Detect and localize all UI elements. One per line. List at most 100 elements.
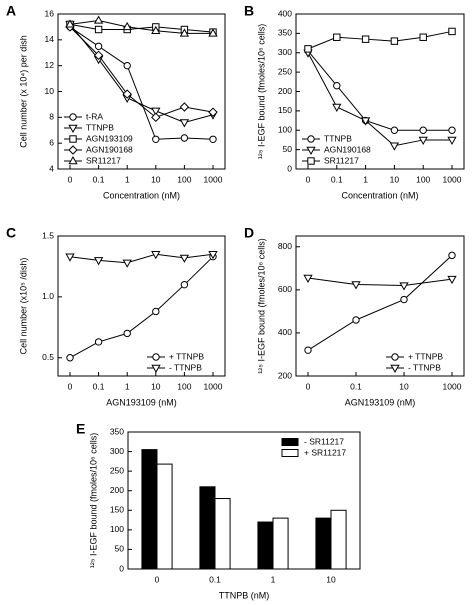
y-tick-label: 250 bbox=[110, 465, 124, 475]
marker bbox=[152, 353, 160, 361]
bar bbox=[199, 486, 216, 570]
legend-label: SR11217 bbox=[86, 155, 121, 165]
y-tick-label: 200 bbox=[110, 485, 124, 495]
marker bbox=[361, 35, 370, 43]
marker bbox=[307, 135, 315, 143]
plot-frame bbox=[295, 235, 465, 377]
x-tick-label: 0.1 bbox=[350, 381, 362, 391]
x-tick-label: 100 bbox=[177, 381, 191, 391]
marker bbox=[391, 353, 399, 361]
plot-frame bbox=[127, 431, 361, 570]
marker bbox=[179, 28, 190, 37]
x-tick-label: 0 bbox=[68, 381, 73, 391]
panel-label: C bbox=[6, 225, 16, 241]
x-tick-label: 0 bbox=[155, 574, 160, 584]
marker bbox=[390, 364, 400, 374]
series-line bbox=[307, 277, 453, 287]
x-axis-label: Concentration (nM) bbox=[341, 190, 418, 200]
marker bbox=[94, 25, 103, 34]
y-tick-label: 0 bbox=[119, 563, 124, 573]
marker bbox=[332, 103, 342, 113]
marker bbox=[307, 157, 315, 165]
plot-frame bbox=[57, 13, 226, 170]
plot-frame bbox=[57, 235, 226, 377]
y-tick-label: 150 bbox=[110, 505, 124, 515]
panel-label: E bbox=[76, 421, 85, 437]
series-line bbox=[307, 30, 453, 50]
marker bbox=[390, 37, 399, 45]
marker bbox=[151, 112, 161, 123]
bar bbox=[315, 517, 332, 570]
marker bbox=[123, 329, 131, 338]
panel-label: A bbox=[6, 3, 16, 19]
y-tick-label: 1.0 bbox=[42, 291, 54, 301]
x-axis-label: AGN193109 (nM) bbox=[345, 397, 416, 407]
marker bbox=[94, 42, 103, 50]
legend-label: + TTNPB bbox=[169, 351, 204, 361]
legend-label: SR11217 bbox=[324, 155, 359, 165]
marker bbox=[65, 19, 75, 28]
series-line bbox=[307, 52, 452, 147]
series-line bbox=[69, 24, 214, 124]
marker bbox=[152, 135, 160, 143]
x-tick-label: 10 bbox=[151, 174, 161, 184]
y-tick-label: 8 bbox=[49, 112, 54, 122]
legend-label: TTNPB bbox=[86, 122, 114, 132]
y-tick-label: 400 bbox=[278, 8, 292, 18]
y-tick-label: 50 bbox=[283, 144, 293, 154]
x-tick-label: 100 bbox=[416, 174, 430, 184]
y-tick-label: 16 bbox=[45, 8, 55, 18]
x-tick-label: 10 bbox=[390, 174, 400, 184]
y-tick-label: 0 bbox=[287, 163, 292, 173]
series-line bbox=[69, 26, 214, 140]
marker bbox=[94, 338, 103, 346]
x-tick-label: 10 bbox=[326, 574, 336, 584]
marker bbox=[419, 126, 427, 134]
y-tick-label: 200 bbox=[278, 86, 292, 96]
y-axis-label: Cell number (x10⁵ /dish) bbox=[18, 258, 28, 355]
marker bbox=[179, 102, 190, 112]
marker bbox=[209, 135, 217, 143]
y-tick-label: 400 bbox=[278, 327, 292, 337]
y-tick-label: 4 bbox=[49, 163, 54, 173]
x-tick-label: 1000 bbox=[204, 174, 223, 184]
legend-label: AGN190168 bbox=[324, 144, 371, 154]
y-tick-label: 1.5 bbox=[42, 230, 54, 240]
marker bbox=[180, 134, 189, 142]
y-tick-label: 300 bbox=[110, 446, 124, 456]
marker bbox=[208, 28, 218, 37]
y-axis-label: ¹²⁵ I-EGF bound (fmoles/10⁶ cells) bbox=[256, 24, 266, 159]
series-line bbox=[69, 253, 214, 264]
y-tick-label: 200 bbox=[278, 370, 292, 380]
y-axis-label: ¹²⁵ I-EGF bound (fmoles/10⁶ cells) bbox=[88, 433, 98, 568]
marker bbox=[122, 259, 132, 268]
marker bbox=[65, 253, 75, 262]
y-tick-label: 250 bbox=[278, 66, 292, 76]
y-tick-label: 14 bbox=[45, 34, 55, 44]
marker bbox=[180, 280, 189, 289]
y-tick-label: 800 bbox=[278, 241, 292, 251]
legend-label: AGN190168 bbox=[86, 144, 133, 154]
bar bbox=[141, 449, 158, 570]
marker bbox=[447, 136, 457, 145]
marker bbox=[418, 136, 428, 145]
y-tick-label: 6 bbox=[49, 137, 54, 147]
panel-label: B bbox=[244, 3, 254, 19]
y-tick-label: 350 bbox=[110, 426, 124, 436]
marker bbox=[93, 257, 104, 266]
marker bbox=[303, 274, 313, 284]
x-tick-label: 0 bbox=[68, 174, 73, 184]
marker bbox=[93, 50, 104, 61]
marker bbox=[306, 146, 316, 156]
bar bbox=[214, 498, 231, 570]
marker bbox=[179, 119, 190, 128]
marker bbox=[151, 364, 161, 374]
legend-label: - SR11217 bbox=[304, 436, 344, 446]
y-tick-label: 0.5 bbox=[42, 352, 54, 362]
marker bbox=[151, 251, 161, 260]
x-tick-label: 10 bbox=[151, 381, 161, 391]
marker bbox=[68, 145, 78, 155]
x-tick-label: 0 bbox=[306, 381, 311, 391]
marker bbox=[360, 117, 371, 126]
